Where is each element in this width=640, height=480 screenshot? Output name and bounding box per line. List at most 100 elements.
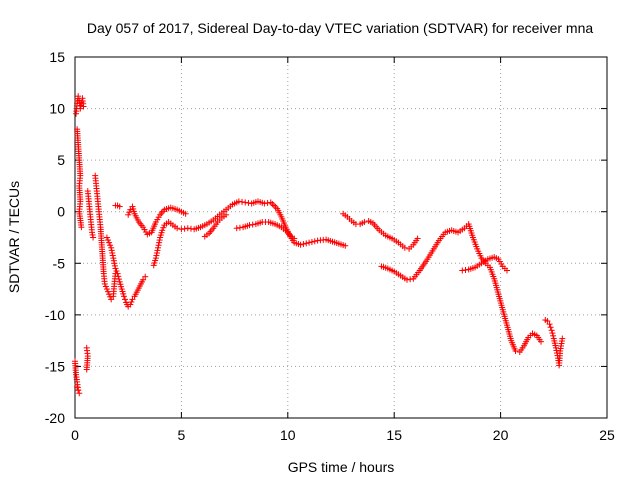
y-axis-label: SDTVAR / TECUs [6,181,22,293]
data-point [129,296,136,303]
data-point [403,276,410,283]
data-point [178,226,185,233]
data-point [223,211,230,218]
data-point [512,347,519,354]
data-point [108,244,115,251]
data-point-interp [300,241,307,248]
data-point [75,93,82,100]
data-point-interp [264,199,271,206]
data-point [83,366,90,373]
data-point [342,242,349,249]
data-point-interp [547,324,554,331]
data-point-interp [236,224,243,231]
y-tick-label: -20 [45,410,65,426]
data-point [401,244,408,251]
chart-title: Day 057 of 2017, Sidereal Day-to-day VTE… [87,20,593,36]
data-point-interp [245,199,252,206]
data-point-interp [110,257,117,264]
data-point [184,225,191,232]
data-point-interp [153,252,160,259]
data-point-interp [153,249,160,256]
data-point [120,293,127,300]
data-point [182,210,189,217]
data-point [306,239,313,246]
data-point [101,280,108,287]
data-point [74,384,81,391]
x-tick-label: 0 [71,427,79,443]
y-tick-label: 0 [57,204,65,220]
data-point [552,344,559,351]
data-point [159,227,166,234]
plot-frame [74,56,608,419]
data-point-interp [75,387,82,394]
data-point-interp [187,225,194,232]
data-point [108,296,115,303]
y-tick-labels: -20 -15 -10 -5 0 5 10 15 [45,49,65,426]
data-point [548,327,555,334]
data-point-interp [122,296,129,303]
data-point [246,222,253,229]
data-point [538,338,545,345]
data-point [78,224,85,231]
data-point [103,286,110,293]
data-point [89,229,96,236]
data-point [233,225,240,232]
data-points [72,93,566,397]
data-point [154,244,161,251]
data-point [235,198,242,205]
data-point-interp [128,298,135,305]
y-tick-label: -5 [53,255,66,271]
x-tick-label: 5 [178,427,186,443]
data-point [142,273,149,280]
data-point-interp [550,332,557,339]
data-point-interp [154,247,161,254]
x-tick-label: 25 [599,427,615,443]
data-point [103,234,110,241]
axis-ticks [74,56,608,419]
data-point-interp [553,347,560,354]
data-point-interp [115,273,122,280]
x-tick-label: 10 [280,427,296,443]
data-point [80,103,87,110]
data-point-interp [181,225,188,232]
data-point-interp [89,231,96,238]
data-point-interp [270,202,277,209]
data-point [114,270,121,277]
data-point-interp [109,252,116,259]
data-point [127,206,134,213]
data-point-interp [102,283,109,290]
data-point [544,318,551,325]
data-point-interp [108,247,115,254]
data-point-interp [462,266,469,273]
data-point [125,211,132,218]
data-point-interp [104,237,111,244]
data-point [503,267,510,274]
data-point [152,255,159,262]
data-point [267,199,274,206]
data-point-interp [311,238,318,245]
x-tick-label: 20 [493,427,509,443]
data-point-interp [272,204,279,211]
x-tick-labels: 0 5 10 15 20 25 [71,427,615,443]
data-point-interp [160,224,167,231]
data-point-interp [113,268,120,275]
data-point [559,335,566,342]
data-point-interp [111,260,118,267]
data-point-interp [269,200,276,207]
data-point-interp [115,276,122,283]
data-point [90,234,97,241]
y-tick-label: -10 [45,307,65,323]
data-point [261,200,268,207]
data-point-interp [156,237,163,244]
data-point-interp [126,209,133,216]
data-point-interp [107,293,114,300]
data-point [116,203,123,210]
data-point [361,219,368,226]
data-point [140,276,147,283]
data-point-interp [107,242,114,249]
data-point [297,241,304,248]
data-point-interp [308,238,315,245]
data-point [546,321,553,328]
y-tick-label: 15 [49,49,65,65]
